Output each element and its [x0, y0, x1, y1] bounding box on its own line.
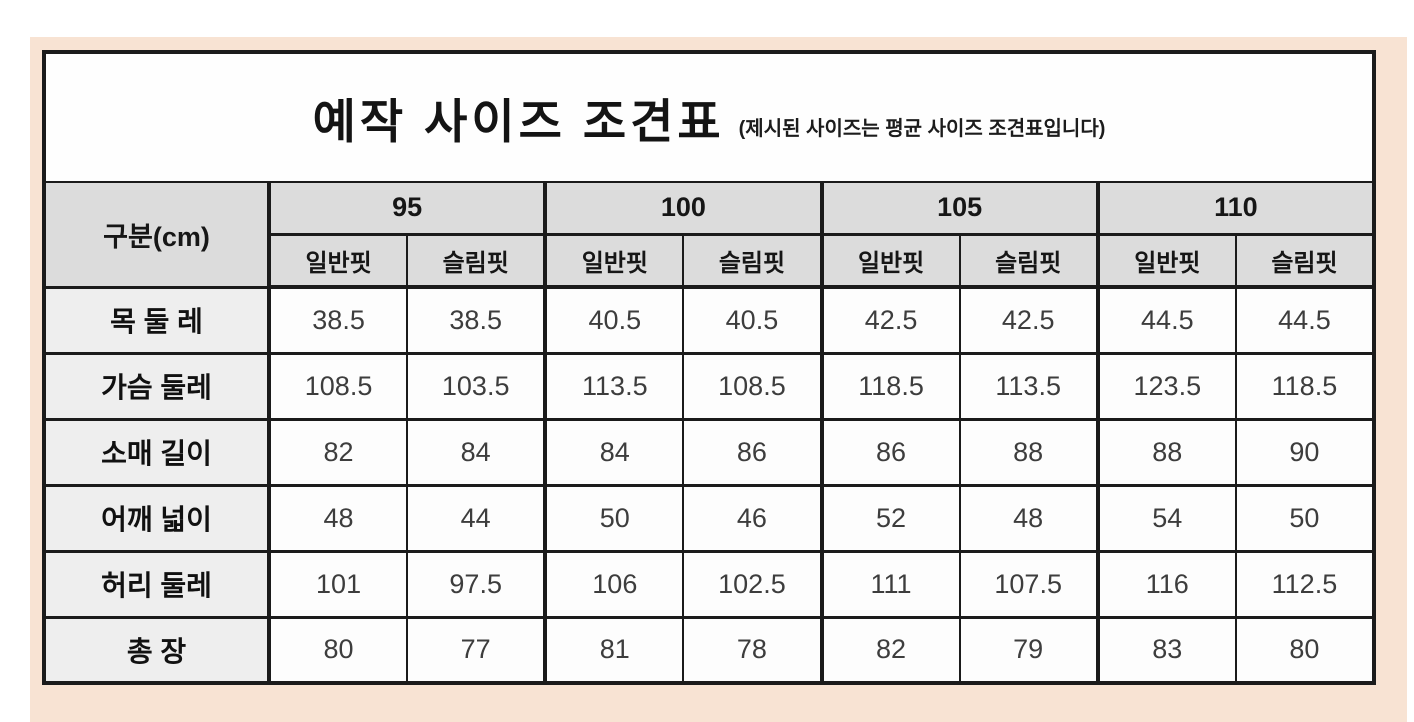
fit-header-110-slim: 슬림핏: [1234, 233, 1376, 289]
size-header-95: 95: [266, 181, 547, 236]
page-subtitle: (제시된 사이즈는 평균 사이즈 조견표입니다): [738, 118, 1106, 140]
value-cell: 116: [1095, 549, 1237, 619]
table-row-neck: 목 둘 레 38.5 38.5 40.5 40.5 42.5 42.5 44.5…: [43, 285, 1376, 355]
table-row-sleeve: 소매 길이 82 84 84 86 86 88 88 90: [43, 417, 1376, 487]
value-cell: 40.5: [543, 285, 685, 355]
value-cell: 78: [682, 615, 823, 685]
value-cell: 50: [543, 483, 685, 553]
table-row-chest: 가슴 둘레 108.5 103.5 113.5 108.5 118.5 113.…: [43, 351, 1376, 421]
value-cell: 90: [1234, 417, 1376, 487]
value-cell: 52: [819, 483, 961, 553]
value-cell: 38.5: [266, 285, 409, 355]
corner-header-cell: 구분(cm): [42, 181, 270, 289]
value-cell: 82: [266, 417, 409, 487]
size-header-110: 110: [1095, 181, 1376, 236]
value-cell: 118.5: [819, 351, 961, 421]
value-cell: 86: [682, 417, 823, 487]
value-cell: 79: [958, 615, 1099, 685]
size-header-100: 100: [543, 181, 823, 236]
size-header-row: 구분(cm) 95 100 105 110: [42, 181, 1376, 289]
title-row: 예작 사이즈 조견표 (제시된 사이즈는 평균 사이즈 조견표입니다): [43, 51, 1375, 183]
value-cell: 46: [682, 483, 823, 553]
row-label-total-length: 총 장: [43, 615, 271, 685]
value-cell: 88: [958, 417, 1099, 487]
value-cell: 123.5: [1095, 351, 1237, 421]
value-cell: 86: [819, 417, 961, 487]
value-cell: 44.5: [1234, 285, 1376, 355]
value-cell: 42.5: [958, 285, 1099, 355]
page-title: 예작 사이즈 조견표: [312, 95, 725, 148]
fit-header-95-slim: 슬림핏: [406, 233, 547, 289]
value-cell: 107.5: [958, 549, 1099, 619]
value-cell: 48: [958, 483, 1099, 553]
value-cell: 54: [1095, 483, 1237, 553]
size-chart-table: 예작 사이즈 조견표 (제시된 사이즈는 평균 사이즈 조견표입니다) 구분(c…: [42, 50, 1376, 685]
size-header-105: 105: [819, 181, 1099, 236]
value-cell: 40.5: [682, 285, 823, 355]
value-cell: 84: [543, 417, 685, 487]
value-cell: 118.5: [1234, 351, 1376, 421]
value-cell: 81: [543, 615, 685, 685]
row-label-neck: 목 둘 레: [43, 285, 271, 355]
value-cell: 106: [543, 549, 685, 619]
value-cell: 112.5: [1234, 549, 1376, 619]
value-cell: 108.5: [266, 351, 409, 421]
value-cell: 108.5: [682, 351, 823, 421]
value-cell: 38.5: [406, 285, 547, 355]
value-cell: 102.5: [682, 549, 823, 619]
row-label-sleeve: 소매 길이: [43, 417, 271, 487]
value-cell: 97.5: [406, 549, 547, 619]
value-cell: 83: [1095, 615, 1237, 685]
row-label-chest: 가슴 둘레: [43, 351, 271, 421]
fit-header-105-slim: 슬림핏: [958, 233, 1099, 289]
value-cell: 42.5: [819, 285, 961, 355]
fit-header-100-slim: 슬림핏: [682, 233, 823, 289]
value-cell: 77: [406, 615, 547, 685]
table-row-shoulder: 어깨 넓이 48 44 50 46 52 48 54 50: [43, 483, 1376, 553]
value-cell: 80: [266, 615, 409, 685]
value-cell: 50: [1234, 483, 1376, 553]
row-label-shoulder: 어깨 넓이: [43, 483, 271, 553]
fit-header-110-regular: 일반핏: [1095, 233, 1237, 289]
table-row-total-length: 총 장 80 77 81 78 82 79 83 80: [43, 615, 1376, 685]
value-cell: 88: [1095, 417, 1237, 487]
value-cell: 82: [819, 615, 961, 685]
value-cell: 44: [406, 483, 547, 553]
fit-header-105-regular: 일반핏: [819, 233, 961, 289]
title-cell: 예작 사이즈 조견표 (제시된 사이즈는 평균 사이즈 조견표입니다): [43, 51, 1375, 183]
value-cell: 111: [819, 549, 961, 619]
fit-header-row: 일반핏 슬림핏 일반핏 슬림핏 일반핏 슬림핏 일반핏 슬림핏: [44, 233, 1376, 289]
value-cell: 103.5: [406, 351, 547, 421]
fit-header-100-regular: 일반핏: [543, 233, 685, 289]
table-row-waist: 허리 둘레 101 97.5 106 102.5 111 107.5 116 1…: [43, 549, 1376, 619]
value-cell: 113.5: [543, 351, 685, 421]
value-cell: 101: [266, 549, 409, 619]
value-cell: 113.5: [958, 351, 1099, 421]
row-label-waist: 허리 둘레: [43, 549, 271, 619]
value-cell: 44.5: [1095, 285, 1237, 355]
value-cell: 48: [266, 483, 409, 553]
fit-header-95-regular: 일반핏: [266, 233, 409, 289]
value-cell: 84: [406, 417, 547, 487]
value-cell: 80: [1234, 615, 1376, 685]
